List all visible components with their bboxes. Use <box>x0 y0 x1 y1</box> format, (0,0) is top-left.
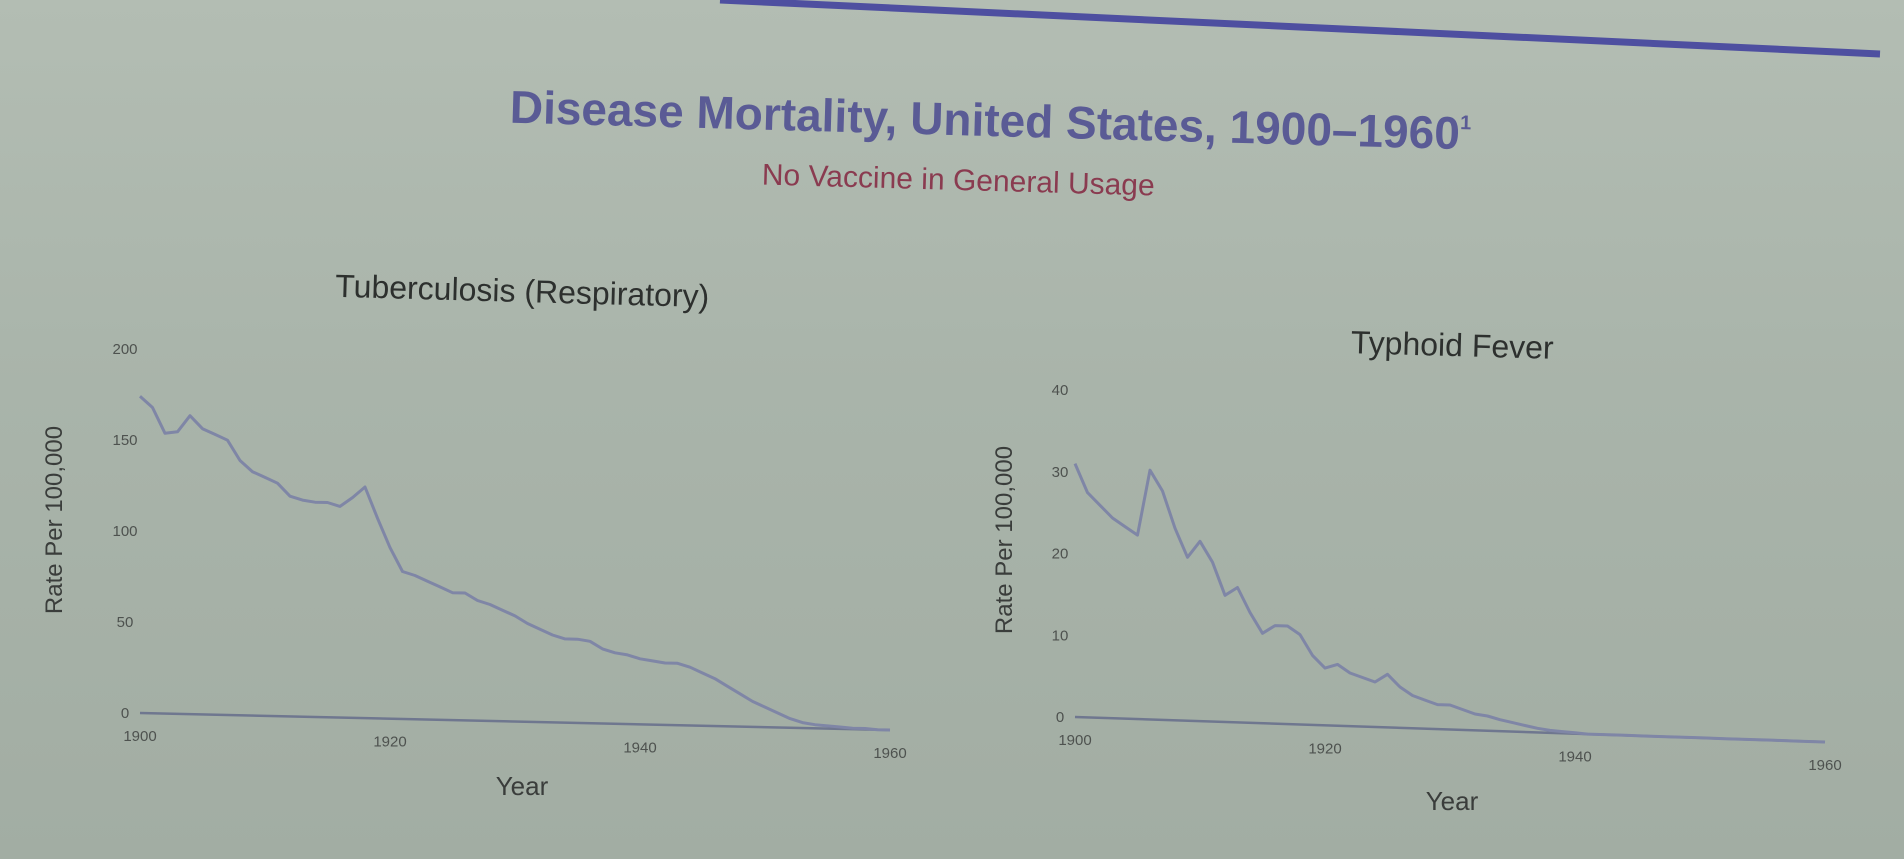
x-axis-title: Year <box>1426 786 1479 816</box>
x-axis-line <box>139 711 891 732</box>
x-tick-label: 1900 <box>123 728 156 745</box>
x-axis-title: Year <box>496 771 549 801</box>
x-tick-label: 1940 <box>1558 749 1591 766</box>
tick-labels: 1900 1920 1940 1960 0 50 100 150 200 <box>112 341 906 762</box>
y-tick-label: 0 <box>1056 709 1064 726</box>
y-tick-label: 200 <box>112 341 137 358</box>
chart-typhoid: Typhoid Fever Rate Per 100,000 Year 1900… <box>991 324 1842 816</box>
chart-title: Typhoid Fever <box>1350 324 1554 366</box>
page-subtitle: No Vaccine in General Usage <box>761 159 1155 203</box>
y-tick-label: 20 <box>1052 546 1069 563</box>
x-tick-label: 1920 <box>373 734 406 751</box>
y-axis-title: Rate Per 100,000 <box>41 426 68 614</box>
y-tick-label: 10 <box>1052 627 1069 644</box>
y-tick-label: 40 <box>1052 382 1069 399</box>
chart-tuberculosis: Tuberculosis (Respiratory) Rate Per 100,… <box>41 268 907 801</box>
y-tick-label: 150 <box>112 432 137 449</box>
y-tick-label: 100 <box>112 523 137 540</box>
x-tick-label: 1960 <box>1808 757 1841 774</box>
series-line <box>138 395 891 732</box>
y-tick-label: 30 <box>1052 464 1069 481</box>
x-tick-label: 1960 <box>873 745 906 762</box>
x-tick-label: 1900 <box>1058 732 1091 749</box>
y-tick-label: 50 <box>117 614 134 631</box>
y-axis-title: Rate Per 100,000 <box>991 446 1018 634</box>
footnote-mark: 1 <box>1460 112 1472 134</box>
chart-title: Tuberculosis (Respiratory) <box>335 268 710 314</box>
y-tick-label: 0 <box>121 705 129 722</box>
x-tick-label: 1920 <box>1308 740 1341 757</box>
series-line <box>1073 463 1826 744</box>
x-tick-label: 1940 <box>623 739 656 756</box>
tick-labels: 1900 1920 1940 1960 0 10 20 30 40 <box>1052 382 1842 774</box>
page-title: Disease Mortality, United States, 1900–1… <box>509 81 1471 160</box>
page-title-text: Disease Mortality, United States, 1900–1… <box>509 81 1460 160</box>
top-rule <box>719 0 1881 58</box>
